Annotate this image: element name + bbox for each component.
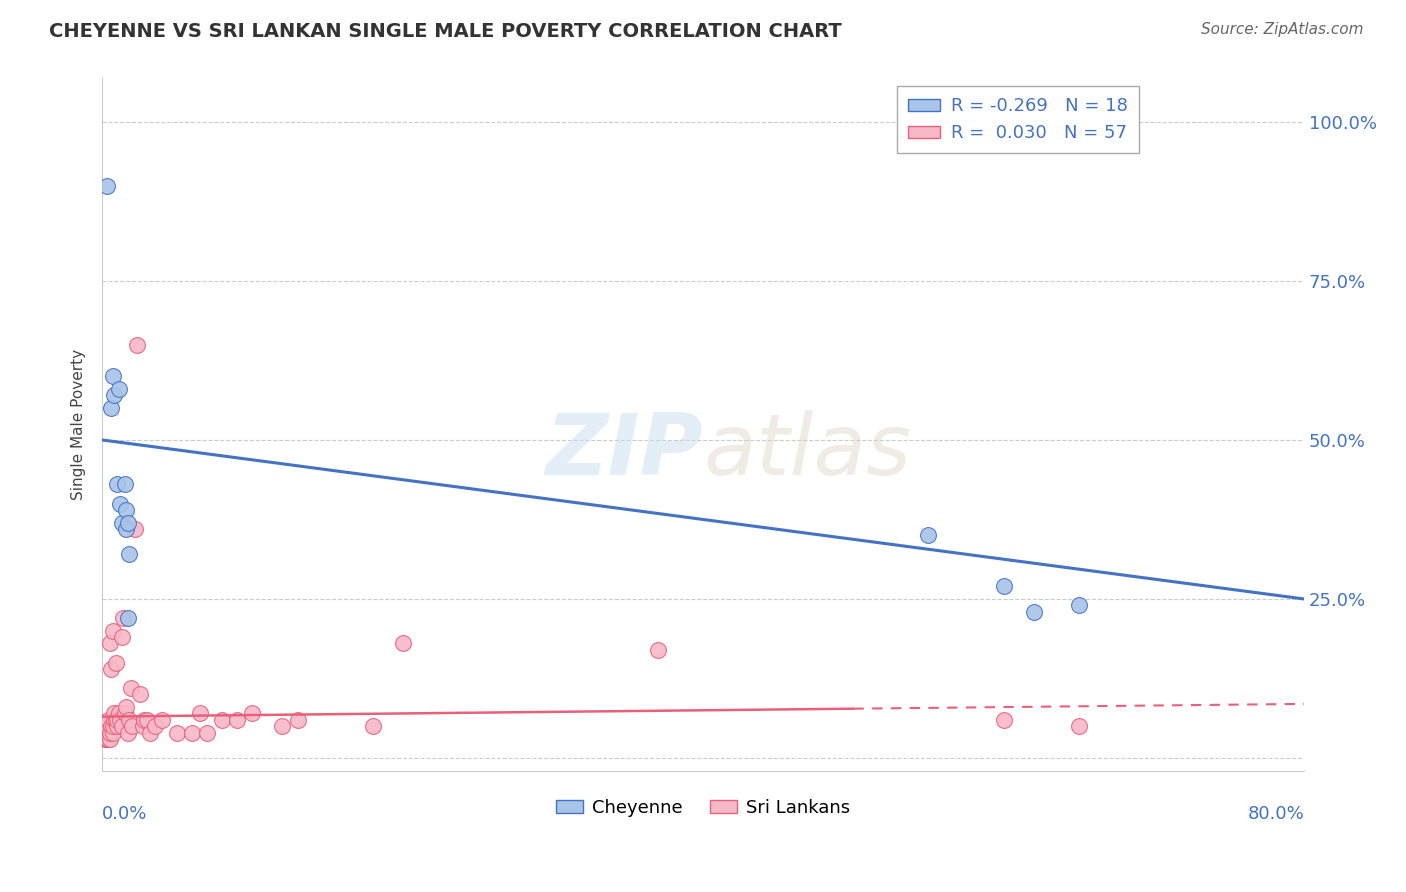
Point [101,719,124,733]
Text: CHEYENNE VS SRI LANKAN SINGLE MALE POVERTY CORRELATION CHART: CHEYENNE VS SRI LANKAN SINGLE MALE POVER… [49,22,842,41]
Point [226,713,249,727]
Point [100,662,122,676]
Point [361,719,384,733]
Point [110,713,132,727]
Point [917,528,939,542]
Point [94,719,117,733]
Point [96,725,118,739]
Point [1067,599,1090,613]
Point [117,725,139,739]
Point [124,522,146,536]
Point [97,731,120,746]
Legend: Cheyenne, Sri Lankans: Cheyenne, Sri Lankans [548,791,858,824]
Point [132,719,155,733]
Point [101,725,124,739]
Text: Source: ZipAtlas.com: Source: ZipAtlas.com [1201,22,1364,37]
Point [96,178,118,193]
Point [125,337,148,351]
Point [287,713,309,727]
Point [107,382,129,396]
Point [117,611,139,625]
Point [93,719,115,733]
Point [128,687,150,701]
Y-axis label: Single Male Poverty: Single Male Poverty [72,349,86,500]
Point [104,713,127,727]
Point [105,719,128,733]
Text: ZIP: ZIP [546,410,703,493]
Point [271,719,294,733]
Text: atlas: atlas [703,410,911,493]
Point [100,401,122,416]
Point [105,477,128,491]
Point [1022,605,1045,619]
Point [993,579,1015,593]
Point [97,713,120,727]
Point [136,713,159,727]
Point [94,731,117,746]
Point [103,388,125,402]
Point [107,706,129,721]
Point [117,516,139,530]
Point [115,503,138,517]
Point [195,725,218,739]
Point [111,516,134,530]
Point [1067,719,1090,733]
Point [211,713,233,727]
Point [647,643,669,657]
Point [93,725,115,739]
Point [103,713,125,727]
Point [103,706,125,721]
Point [118,548,141,562]
Point [166,725,188,739]
Text: 0.0%: 0.0% [103,805,148,823]
Point [114,477,136,491]
Point [98,725,121,739]
Point [120,681,142,695]
Point [115,700,138,714]
Point [100,719,122,733]
Point [188,706,211,721]
Point [134,713,156,727]
Point [110,497,132,511]
Point [118,713,141,727]
Point [112,611,135,625]
Point [181,725,204,739]
Point [105,713,128,727]
Point [96,731,118,746]
Point [139,725,162,739]
Point [111,630,134,644]
Point [114,706,136,721]
Point [121,719,143,733]
Point [98,636,121,650]
Point [111,719,134,733]
Text: 80.0%: 80.0% [1247,805,1305,823]
Point [115,522,138,536]
Point [391,636,413,650]
Point [242,706,264,721]
Point [96,719,118,733]
Point [104,656,127,670]
Point [101,369,124,384]
Point [143,719,166,733]
Point [993,713,1015,727]
Point [98,731,121,746]
Point [101,624,124,638]
Point [150,713,173,727]
